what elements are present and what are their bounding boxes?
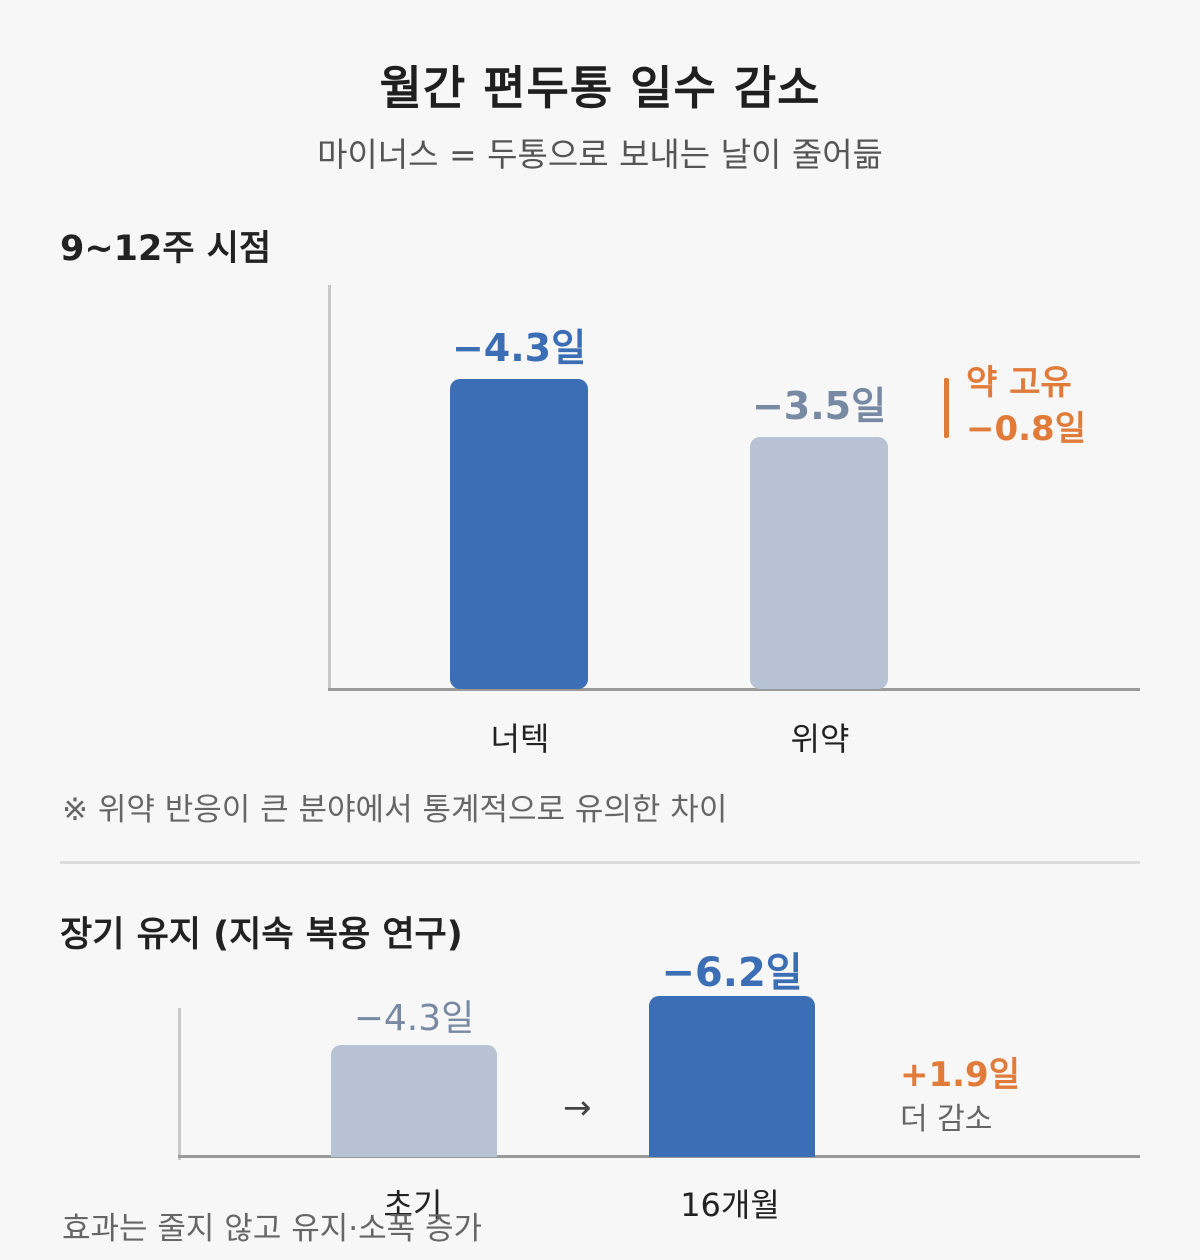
- y-axis-long-term: [178, 1008, 181, 1160]
- bar-placebo: [750, 437, 888, 689]
- y-axis-short-term: [328, 285, 331, 690]
- annotation-drug-effect-line2: −0.8일: [966, 409, 1086, 449]
- footnote-long-term: 효과는 줄지 않고 유지·소폭 증가: [62, 1211, 483, 1247]
- arrow-icon: →: [563, 1088, 592, 1128]
- category-label-initial: 초기: [383, 1186, 443, 1224]
- bar-nurtec: [450, 379, 588, 689]
- annotation-drug-effect-line1: 약 고유: [966, 363, 1072, 403]
- value-label-16-months: −6.2일: [661, 949, 803, 996]
- category-label-nurtec: 너텍: [490, 720, 550, 758]
- value-label-nurtec: −4.3일: [451, 326, 587, 371]
- x-axis-short-term: [328, 688, 1140, 691]
- footnote-significance: ※ 위약 반응이 큰 분야에서 통계적으로 유의한 차이: [62, 792, 728, 828]
- section-title-short-term: 9~12주 시점: [60, 229, 272, 269]
- chart-title: 월간 편두통 일수 감소: [379, 61, 821, 115]
- bar-16-months: [649, 995, 815, 1157]
- category-label-16-months: 16개월: [680, 1186, 780, 1224]
- value-label-placebo: −3.5일: [751, 384, 887, 428]
- bar-initial: [331, 1045, 497, 1157]
- annotation-additional-reduction-value: +1.9일: [900, 1055, 1020, 1095]
- chart-subtitle: 마이너스 = 두통으로 보내는 날이 줄어듦: [317, 135, 883, 174]
- category-label-placebo: 위약: [790, 720, 850, 758]
- annotation-additional-reduction: +1.9일 더 감소: [900, 1052, 1020, 1142]
- annotation-drug-effect: 약 고유 −0.8일: [966, 360, 1086, 452]
- annotation-additional-reduction-text: 더 감소: [900, 1102, 993, 1137]
- section-divider: [60, 861, 1140, 864]
- annotation-bracket-drug-effect: [944, 378, 949, 438]
- value-label-initial: −4.3일: [353, 998, 475, 1040]
- section-title-long-term: 장기 유지 (지속 복용 연구): [60, 915, 463, 955]
